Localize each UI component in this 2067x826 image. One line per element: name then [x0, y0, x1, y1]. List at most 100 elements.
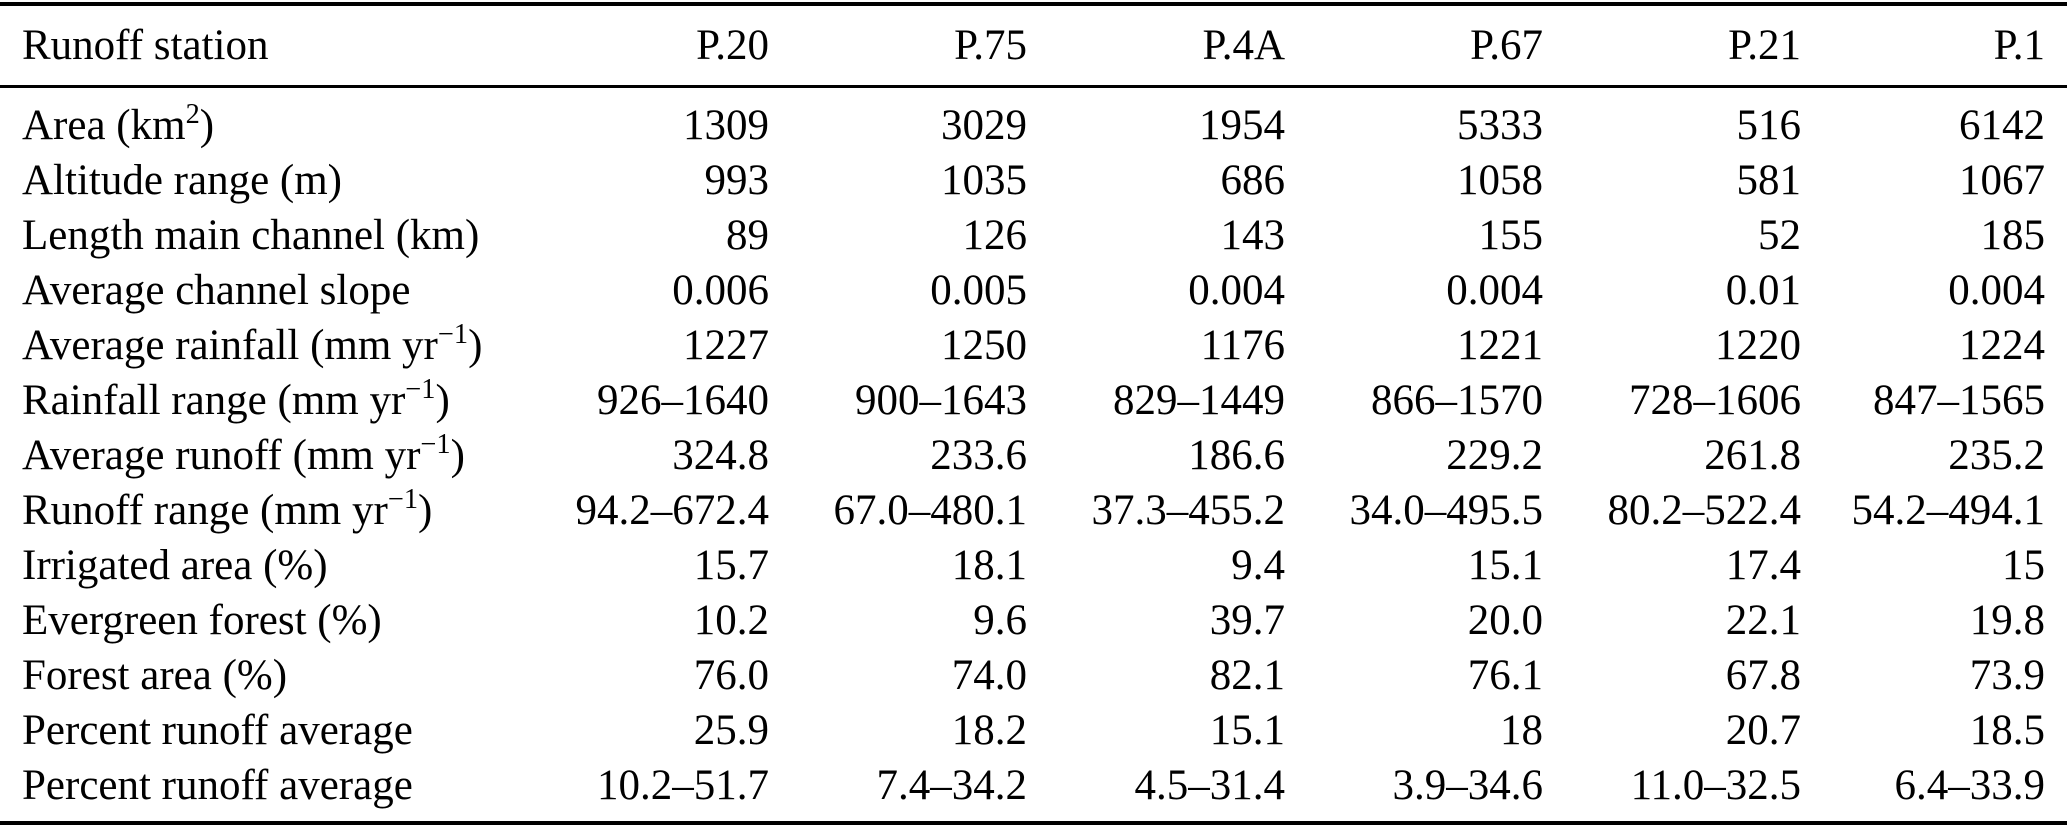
- row-label: Average rainfall (mm yr−1): [0, 318, 519, 373]
- column-header-station-2: P.75: [777, 4, 1035, 88]
- table-cell: 1309: [683, 102, 769, 149]
- table-cell: 6.4–33.9: [1894, 762, 2046, 809]
- row-label-text: Altitude range (m): [22, 157, 343, 204]
- table-row: Forest area (%) 76.0 74.0 82.1 76.1 67.8…: [0, 648, 2067, 703]
- table-cell: 324.8: [672, 432, 769, 479]
- table-cell: 155: [1478, 212, 1544, 259]
- table-row: Evergreen forest (%) 10.2 9.6 39.7 20.0 …: [0, 593, 2067, 648]
- table-cell: 18: [1500, 707, 1543, 754]
- table-cell: 3029: [941, 102, 1027, 149]
- row-label-text-end: ): [450, 432, 465, 479]
- table-cell: 89: [726, 212, 769, 259]
- table-cell: 37.3–455.2: [1091, 487, 1286, 534]
- row-label-text-end: ): [199, 102, 215, 149]
- table-cell: 261.8: [1704, 432, 1801, 479]
- row-label-text-end: ): [435, 377, 450, 424]
- table-row: Length main channel (km) 89 126 143 155 …: [0, 208, 2067, 263]
- table-row: Area (km2) 1309 3029 1954 5333 516 6142: [0, 87, 2067, 154]
- table-cell: 686: [1220, 157, 1286, 204]
- table-cell: 10.2–51.7: [597, 762, 769, 809]
- row-label: Altitude range (m): [0, 153, 519, 208]
- row-label-superscript: −1: [405, 374, 436, 406]
- row-label-text: Irrigated area (%): [22, 542, 328, 589]
- row-label: Average channel slope: [0, 263, 519, 318]
- table-cell: 17.4: [1725, 542, 1801, 589]
- row-label-superscript: 2: [185, 99, 200, 131]
- table-cell: 3.9–34.6: [1392, 762, 1544, 809]
- table-cell: 15.1: [1467, 542, 1543, 589]
- table-cell: 19.8: [1969, 597, 2045, 644]
- table-cell: 9.6: [973, 597, 1027, 644]
- row-label: Forest area (%): [0, 648, 519, 703]
- column-header-station-6: P.1: [1809, 4, 2067, 88]
- table-cell: 1221: [1457, 322, 1543, 369]
- table-cell: 0.004: [1948, 267, 2045, 314]
- row-label: Percent runoff average: [0, 758, 519, 823]
- table-cell: 5333: [1457, 102, 1543, 149]
- table-cell: 581: [1736, 157, 1802, 204]
- row-label: Average runoff (mm yr−1): [0, 428, 519, 483]
- table-cell: 73.9: [1969, 652, 2045, 699]
- table-cell: 229.2: [1446, 432, 1543, 479]
- column-header-station-1: P.20: [519, 4, 777, 88]
- table-cell: 52: [1758, 212, 1801, 259]
- table-row: Average rainfall (mm yr−1) 1227 1250 117…: [0, 318, 2067, 373]
- table-cell: 847–1565: [1873, 377, 2045, 424]
- table-row: Percent runoff average 25.9 18.2 15.1 18…: [0, 703, 2067, 758]
- row-label: Length main channel (km): [0, 208, 519, 263]
- row-label-superscript: −1: [437, 319, 469, 351]
- table-cell: 10.2: [693, 597, 769, 644]
- table-cell: 4.5–31.4: [1134, 762, 1286, 809]
- row-label: Evergreen forest (%): [0, 593, 519, 648]
- row-label-text: Percent runoff average: [22, 762, 413, 809]
- table-cell: 25.9: [693, 707, 769, 754]
- table-cell: 20.0: [1467, 597, 1543, 644]
- row-label-superscript: −1: [387, 484, 419, 516]
- table-cell: 0.004: [1188, 267, 1285, 314]
- table-cell: 15: [2002, 542, 2045, 589]
- row-label: Rainfall range (mm yr−1): [0, 373, 519, 428]
- table-cell: 82.1: [1209, 652, 1285, 699]
- table-cell: 22.1: [1725, 597, 1801, 644]
- row-label: Area (km2): [0, 87, 519, 154]
- row-label-text: Runoff range (mm yr: [22, 487, 388, 534]
- row-label-text: Forest area (%): [22, 652, 288, 699]
- table-cell: 1250: [941, 322, 1027, 369]
- table-cell: 6142: [1959, 102, 2045, 149]
- column-header-station-3: P.4A: [1035, 4, 1293, 88]
- table-row: Rainfall range (mm yr−1) 926–1640 900–16…: [0, 373, 2067, 428]
- table-cell: 1067: [1959, 157, 2045, 204]
- table-cell: 76.1: [1467, 652, 1543, 699]
- row-label-text-end: ): [418, 487, 433, 534]
- table-cell: 235.2: [1948, 432, 2045, 479]
- table-cell: 76.0: [693, 652, 769, 699]
- table-cell: 866–1570: [1371, 377, 1543, 424]
- table-cell: 993: [704, 157, 770, 204]
- column-header-station-4: P.67: [1293, 4, 1551, 88]
- table-cell: 516: [1736, 102, 1802, 149]
- table-row: Runoff range (mm yr−1) 94.2–672.4 67.0–4…: [0, 483, 2067, 538]
- table-cell: 39.7: [1209, 597, 1285, 644]
- table-cell: 67.8: [1725, 652, 1801, 699]
- row-label: Percent runoff average: [0, 703, 519, 758]
- table-cell: 18.5: [1969, 707, 2045, 754]
- table-cell: 1058: [1457, 157, 1543, 204]
- table-cell: 829–1449: [1113, 377, 1285, 424]
- row-label-text: Average channel slope: [22, 267, 411, 314]
- table-cell: 1035: [941, 157, 1027, 204]
- row-label-text: Rainfall range (mm yr: [22, 377, 406, 424]
- table-row: Percent runoff average 10.2–51.7 7.4–34.…: [0, 758, 2067, 823]
- row-label-text: Average runoff (mm yr: [22, 432, 421, 479]
- table-cell: 1176: [1200, 322, 1285, 369]
- table-cell: 1954: [1199, 102, 1285, 149]
- table-cell: 15.1: [1209, 707, 1285, 754]
- table-cell: 126: [962, 212, 1028, 259]
- table-row: Average runoff (mm yr−1) 324.8 233.6 186…: [0, 428, 2067, 483]
- table-cell: 94.2–672.4: [575, 487, 770, 534]
- column-header-label: Runoff station: [0, 4, 519, 88]
- table-cell: 34.0–495.5: [1349, 487, 1544, 534]
- table-header-row: Runoff station P.20 P.75 P.4A P.67 P.21 …: [0, 4, 2067, 88]
- row-label: Runoff range (mm yr−1): [0, 483, 519, 538]
- table-cell: 900–1643: [855, 377, 1027, 424]
